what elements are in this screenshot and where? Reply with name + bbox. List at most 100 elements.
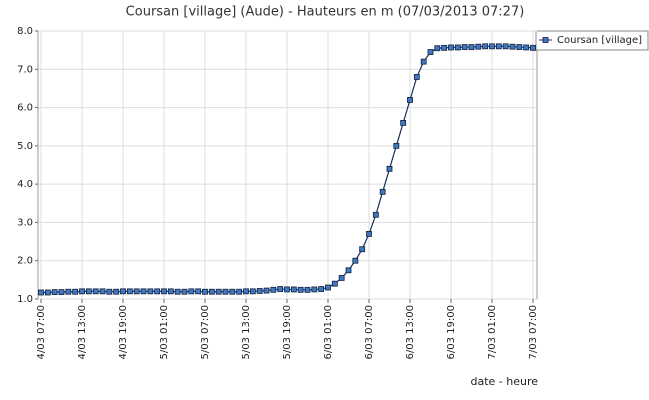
point [400,119,407,126]
y-tick-label: 8.0 [17,26,33,37]
point [133,288,140,295]
point [413,74,420,80]
point [359,246,366,253]
point [427,49,434,55]
x-axis-label: date - heure [470,375,538,388]
point [38,289,44,296]
x-tick-label: 6/03 01:00 [323,305,334,359]
point [167,288,174,295]
point [113,288,120,295]
point [51,289,58,296]
x-tick-label: 4/03 19:00 [118,305,129,359]
point [44,289,51,296]
point [345,267,352,274]
point [366,231,372,237]
point [475,43,482,50]
point [58,289,65,296]
point [277,286,284,292]
y-tick-label: 6.0 [17,103,33,114]
x-tick-label: 6/03 19:00 [446,305,457,359]
point [147,288,154,295]
point [92,288,99,295]
y-tick-label: 1.0 [17,294,33,305]
point [318,286,325,292]
point [530,44,536,51]
point [256,288,263,294]
point [441,44,448,51]
point [181,288,188,295]
point [106,288,113,295]
point [208,288,215,295]
y-tick-label: 7.0 [17,64,33,75]
legend-marker [542,37,549,43]
x-tick-label: 6/03 13:00 [405,305,416,359]
point [188,288,195,295]
point [393,142,400,149]
y-tick-label: 3.0 [17,217,33,228]
point [140,288,147,295]
point [79,288,85,295]
point [352,257,359,264]
point [85,288,92,295]
x-tick-label: 7/03 01:00 [487,305,498,359]
x-tick-label: 7/03 07:00 [528,305,539,359]
chart-title: Coursan [village] (Aude) - Hauteurs en m… [126,5,525,20]
x-tick-label: 5/03 07:00 [200,305,211,359]
point [372,211,379,218]
x-tick-label: 4/03 07:00 [36,305,47,359]
x-tick-label: 5/03 19:00 [282,305,293,359]
point [195,288,202,295]
point [304,286,311,293]
point [243,288,249,295]
point [407,97,413,103]
point [489,43,495,50]
point [72,288,79,295]
point [222,288,229,295]
point [338,275,345,281]
point [99,288,106,295]
point [420,58,427,65]
point [325,284,331,291]
y-tick-label: 2.0 [17,256,33,267]
point [229,288,236,295]
point [311,286,318,293]
x-tick-label: 5/03 01:00 [159,305,170,359]
point [482,43,489,50]
point [215,288,222,295]
point [284,286,290,293]
point [516,44,523,50]
x-tick-label: 6/03 07:00 [364,305,375,359]
point [448,44,454,51]
legend [535,30,649,51]
point [290,286,297,293]
point [236,288,243,295]
point [297,286,304,293]
legend-label: Coursan [village] [557,35,642,46]
x-tick-label: 4/03 13:00 [77,305,88,359]
point [161,288,167,295]
point [454,44,461,51]
x-tick-label: 5/03 13:00 [241,305,252,359]
point [461,44,468,50]
point [502,43,509,50]
point [509,43,516,50]
point [65,288,72,295]
point [270,286,277,293]
point [495,43,502,50]
point [468,44,475,50]
y-tick-label: 5.0 [17,141,33,152]
point [202,288,208,295]
point [523,44,530,51]
point [263,287,270,294]
y-tick-label: 4.0 [17,179,33,190]
point [126,288,133,295]
point [174,288,181,295]
point [331,280,338,287]
point [154,288,161,295]
point [120,288,126,295]
point [249,288,256,295]
point [386,165,393,172]
point [434,45,441,52]
